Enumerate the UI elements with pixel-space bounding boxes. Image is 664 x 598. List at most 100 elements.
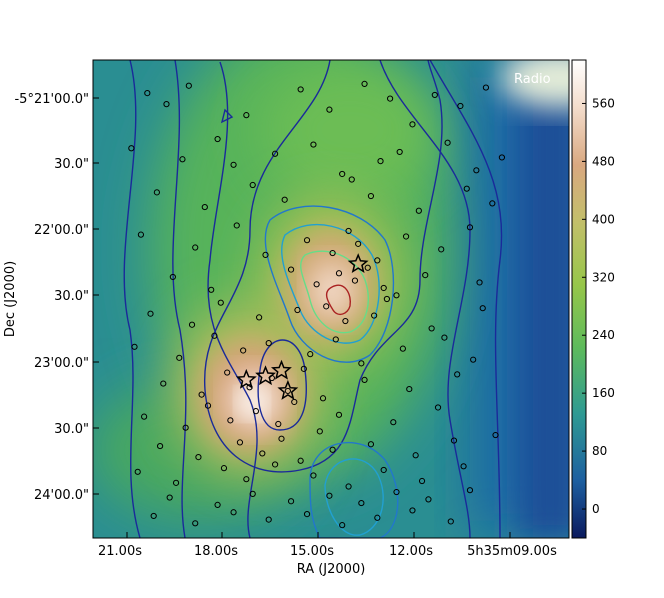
source-marker (399, 345, 406, 352)
source-marker (361, 80, 368, 88)
source-marker (303, 510, 311, 518)
source-marker (361, 376, 368, 383)
source-marker (198, 391, 205, 398)
source-marker (329, 446, 336, 453)
source-marker (169, 273, 176, 281)
source-marker (211, 332, 218, 339)
source-marker (287, 266, 295, 273)
source-marker (367, 192, 375, 200)
source-marker (412, 452, 419, 459)
x-tick-label: 12.00s (389, 544, 433, 559)
source-marker (339, 170, 346, 178)
colorbar-gradient (571, 59, 587, 539)
source-marker (470, 356, 477, 363)
source-marker (278, 435, 285, 442)
source-marker (415, 207, 422, 214)
source-marker (214, 135, 221, 143)
source-marker (176, 354, 183, 361)
source-marker (307, 351, 314, 358)
source-marker (156, 442, 164, 450)
source-marker (460, 463, 467, 470)
source-marker (150, 512, 157, 520)
source-marker (457, 102, 464, 110)
source-marker (374, 257, 381, 264)
source-marker (166, 494, 173, 501)
source-marker (390, 419, 397, 426)
x-axis-label: RA (J2000) (297, 562, 366, 577)
y-tick-label: -5°21'00.0" (14, 92, 89, 107)
y-tick-label: 30.0" (54, 157, 89, 172)
source-marker (406, 385, 413, 393)
source-marker (192, 520, 199, 527)
star-marker (277, 379, 299, 400)
x-tick-label: 18.00s (194, 544, 238, 559)
source-marker (208, 286, 215, 293)
source-marker (160, 380, 167, 387)
source-marker (141, 413, 148, 420)
contour-level-6 (429, 60, 503, 538)
source-marker (473, 167, 480, 174)
source-marker (367, 441, 375, 448)
star-marker (347, 253, 369, 274)
source-marker (252, 408, 260, 415)
colorbar-tick-label: 160 (592, 386, 615, 400)
source-marker (342, 317, 349, 325)
source-marker (227, 417, 234, 424)
source-marker (182, 424, 189, 431)
source-marker (217, 299, 224, 306)
source-marker (303, 237, 311, 244)
source-marker (380, 466, 387, 474)
source-marker (249, 490, 256, 497)
x-axis: 21.00s 18.00s 15.00s 12.00s 5h35m09.00s … (98, 532, 557, 577)
source-marker (297, 86, 304, 93)
colorbar-tick-label: 560 (592, 96, 615, 110)
source-marker (243, 476, 250, 483)
source-marker (240, 347, 247, 354)
source-marker (329, 249, 336, 257)
x-tick-label: 21.00s (98, 544, 142, 559)
source-marker (418, 477, 426, 485)
source-marker (284, 387, 291, 395)
source-marker (259, 450, 266, 457)
source-marker (316, 428, 323, 435)
source-marker (265, 340, 272, 347)
source-marker (319, 395, 327, 402)
source-marker (230, 161, 237, 168)
source-marker (249, 181, 256, 189)
source-marker (134, 468, 141, 475)
source-marker (345, 483, 352, 490)
source-marker (153, 189, 160, 196)
source-marker (489, 200, 496, 207)
y-tick-label: 22'00.0" (34, 223, 89, 238)
source-marker (243, 112, 250, 119)
source-marker (297, 457, 304, 464)
colorbar-tick-label: 320 (592, 270, 615, 284)
source-marker (275, 420, 282, 428)
contour-green (300, 250, 369, 334)
source-marker (355, 240, 362, 247)
source-marker (163, 101, 170, 108)
source-marker (291, 398, 298, 406)
source-marker (383, 295, 391, 303)
source-marker (147, 310, 154, 317)
x-tick-label: 15.00s (290, 544, 334, 559)
source-marker (233, 222, 240, 229)
colorbar-tick-label: 0 (592, 502, 600, 516)
contour-cyan-outer (264, 205, 395, 363)
colorbar-tick-label: 480 (592, 154, 615, 168)
colorbar-ticks: 0 80 160 240 320 400 480 560 (582, 96, 615, 516)
source-marker (335, 411, 343, 418)
source-marker (220, 465, 228, 472)
source-marker (271, 150, 279, 157)
source-marker (310, 141, 317, 148)
source-marker (230, 509, 237, 516)
source-marker (131, 343, 138, 350)
contour-south-inner (324, 458, 384, 536)
contour-red (325, 284, 352, 316)
colorbar-tick-label: 400 (592, 212, 615, 226)
y-tick-label: 30.0" (54, 422, 89, 437)
colorbar: 0 80 160 240 320 400 480 560 (571, 59, 615, 539)
contour-level-7 (257, 339, 307, 431)
source-marker (463, 185, 470, 192)
